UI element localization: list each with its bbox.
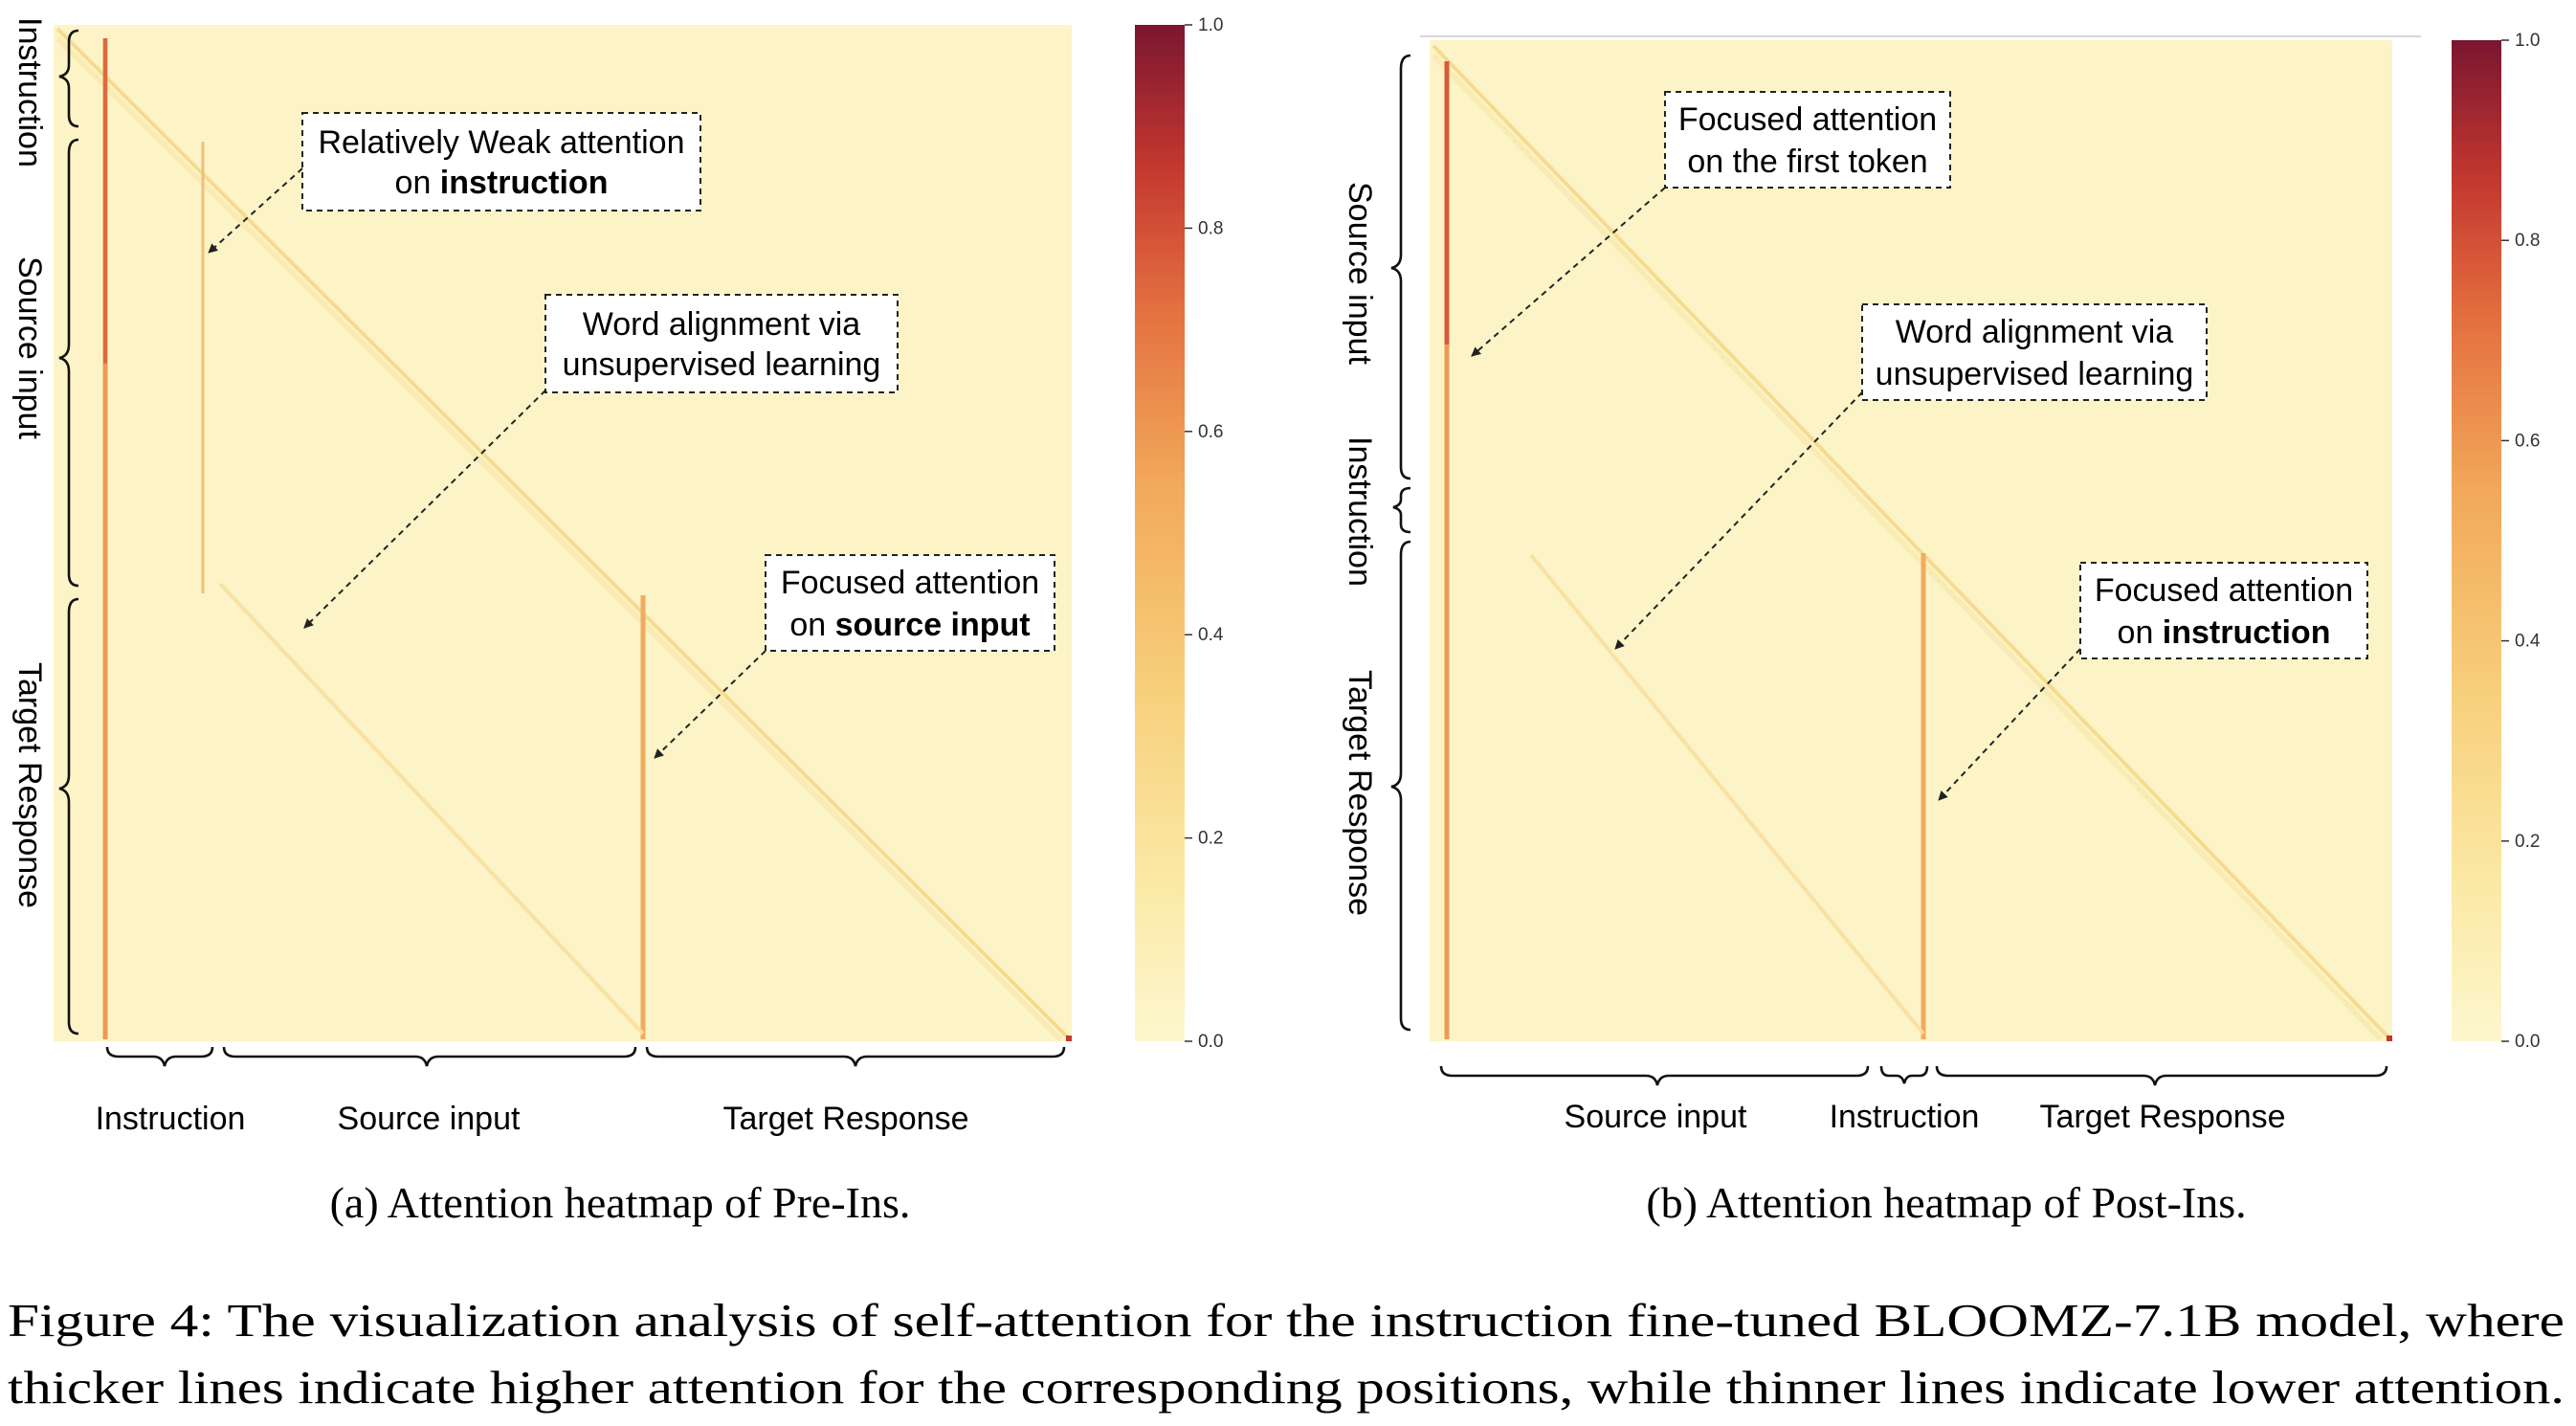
annotation-a1-line2: on instruction [395, 165, 609, 201]
annotation-a1-box [301, 112, 701, 212]
brace-b-left-instruction [1392, 486, 1411, 534]
heatmap-b-diagonal-shade [1431, 53, 2384, 1042]
colorbar-a [1135, 25, 1185, 1041]
axis-b-left-instruction: Instruction [1342, 436, 1378, 587]
heatmap-b-diagonal [1432, 44, 2392, 1041]
annotation-b3-line2-bold: instruction [2163, 614, 2331, 651]
axis-a-bottom-instruction: Instruction [96, 1101, 246, 1137]
brace-a-left-instruction [58, 29, 79, 128]
annotation-a2-box [544, 294, 899, 393]
panel-b: 1.0 0.8 0.6 0.4 0.2 0.0 Source input Instruct… [1342, 31, 2541, 1227]
figure-caption-line2: thicker lines indicate higher attention … [8, 1361, 2565, 1414]
heatmap-b-alignment [1529, 553, 1925, 1036]
axis-a-left-instruction: Instruction [11, 17, 48, 167]
heatmap-a-alignment [218, 582, 645, 1036]
colorbar-tick-label: 0.2 [2515, 832, 2540, 852]
axis-b-bottom-target: Target Response [2039, 1099, 2285, 1135]
annotation-b1-line1: Focused attention [1678, 101, 1937, 138]
colorbar-tick-label: 0.2 [1198, 829, 1223, 849]
brace-a-left-source [58, 138, 79, 588]
axis-a-bottom-target: Target Response [722, 1101, 968, 1137]
panel-a: 1.0 0.8 0.6 0.4 0.2 0.0 Instruction Source in… [11, 15, 1224, 1227]
brace-a-bottom-instruction [105, 1046, 214, 1067]
heatmap-b-corner [2387, 1036, 2392, 1041]
annotation-b2-line1: Word alignment via [1896, 314, 2173, 350]
colorbar-tick-label: 1.0 [1198, 15, 1223, 35]
annotation-b3-arrow [1938, 648, 2081, 801]
colorbar-tick-label: 0.4 [2515, 632, 2541, 652]
annotation-b3-line2: on instruction [2118, 614, 2331, 651]
annotation-a3-line2-prefix: on [789, 607, 834, 643]
heatmap-a-diagonal [56, 27, 1072, 1041]
annotation-b2-arrow [1614, 391, 1863, 650]
caption-b: (b) Attention heatmap of Post-Ins. [1646, 1178, 2246, 1227]
brace-b-left-target [1390, 540, 1411, 1032]
annotation-a1-line2-prefix: on [395, 165, 440, 201]
colorbar-b-ticks: 1.0 0.8 0.6 0.4 0.2 0.0 [2501, 31, 2541, 1052]
annotation-a2-arrow [303, 390, 546, 629]
axis-a-bottom-source: Source input [338, 1101, 521, 1137]
annotation-a3-line1: Focused attention [781, 565, 1039, 601]
annotation-b3-line1: Focused attention [2095, 572, 2353, 609]
annotation-a2-line1: Word alignment via [583, 306, 860, 343]
annotation-a3-box [765, 554, 1055, 652]
heatmap-a-diagonal-shade [55, 35, 1063, 1042]
annotation-b2-box [1861, 303, 2208, 401]
axis-b-left-target: Target Response [1342, 670, 1378, 916]
colorbar-tick-label: 0.6 [1198, 422, 1223, 442]
annotation-a1-line1: Relatively Weak attention [318, 124, 684, 161]
annotation-a3-line2: on source input [789, 607, 1030, 643]
annotation-b2-line2: unsupervised learning [1876, 356, 2194, 392]
axis-a-left-target: Target Response [11, 662, 48, 908]
axis-b-left-source: Source input [1342, 182, 1378, 365]
colorbar-tick-label: 0.0 [2515, 1032, 2540, 1052]
brace-b-bottom-instruction [1879, 1065, 1929, 1084]
brace-a-bottom-target [645, 1046, 1066, 1067]
colorbar-b [2452, 40, 2501, 1041]
axis-a-left-source: Source input [11, 256, 48, 439]
colorbar-tick-label: 0.8 [2515, 231, 2540, 251]
heatmap-a-corner [1066, 1036, 1072, 1041]
colorbar-tick-label: 0.0 [1198, 1032, 1223, 1052]
annotation-a3-line2-bold: source input [835, 607, 1031, 643]
brace-a-bottom-source [222, 1046, 637, 1067]
axis-b-bottom-source: Source input [1565, 1099, 1747, 1135]
brace-b-left-source [1390, 54, 1411, 480]
annotation-b1-line2: on the first token [1687, 144, 1927, 180]
figure-caption-line1: Figure 4: The visualization analysis of … [8, 1294, 2565, 1347]
annotation-a1-line2-bold: instruction [440, 165, 609, 201]
colorbar-tick-label: 0.8 [1198, 218, 1223, 238]
colorbar-a-ticks: 1.0 0.8 0.6 0.4 0.2 0.0 [1185, 15, 1224, 1052]
brace-a-left-target [58, 597, 79, 1036]
annotation-b3-line2-prefix: on [2118, 614, 2163, 651]
brace-b-bottom-target [1935, 1065, 2388, 1086]
brace-b-bottom-source [1439, 1065, 1870, 1086]
colorbar-tick-label: 0.4 [1198, 625, 1224, 645]
annotation-a2-line2: unsupervised learning [563, 346, 881, 383]
annotation-a3-arrow [654, 650, 766, 759]
colorbar-tick-label: 0.6 [2515, 431, 2540, 451]
axis-b-bottom-instruction: Instruction [1830, 1099, 1980, 1135]
annotation-b1-box [1664, 91, 1951, 189]
annotation-b3-box [2079, 562, 2368, 659]
annotation-b1-arrow [1471, 187, 1666, 357]
caption-a: (a) Attention heatmap of Pre-Ins. [330, 1178, 911, 1227]
colorbar-tick-label: 1.0 [2515, 31, 2540, 51]
